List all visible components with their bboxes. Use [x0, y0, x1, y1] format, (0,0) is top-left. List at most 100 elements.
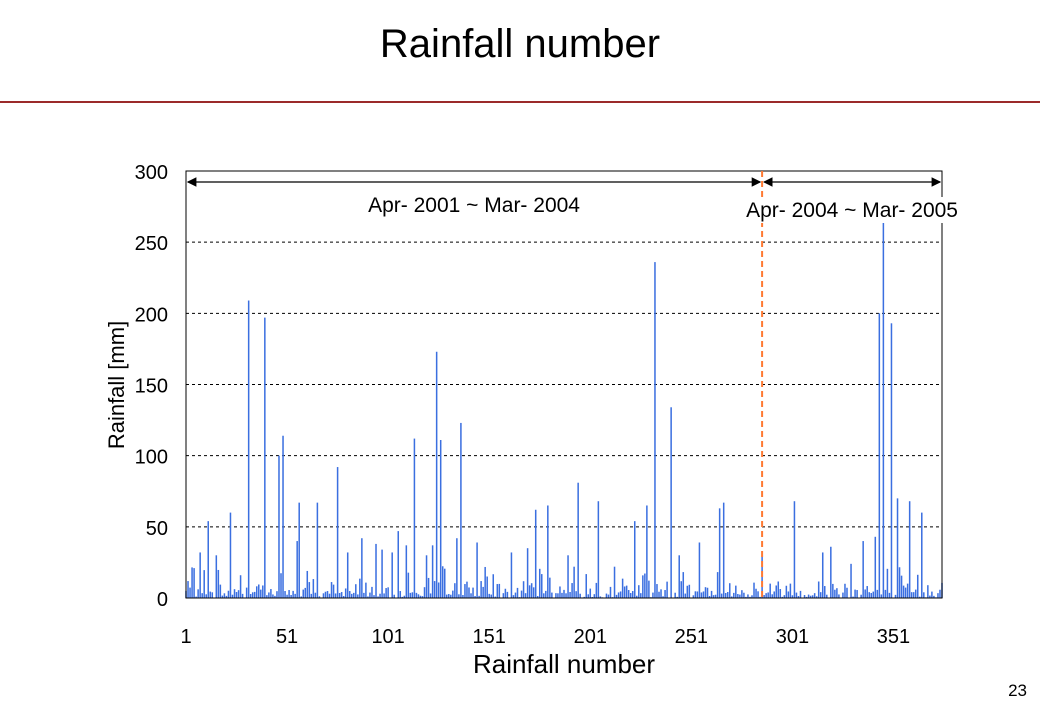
rainfall-bar [407, 572, 410, 598]
rainfall-bar [545, 590, 547, 598]
rainfall-bar [413, 438, 416, 598]
rainfall-bar [613, 566, 616, 598]
rainfall-bar [324, 591, 327, 598]
rainfall-bar [563, 589, 565, 598]
rainfall-bar [300, 596, 302, 598]
rainfall-bar [714, 594, 717, 598]
rainfall-bar [387, 587, 389, 598]
rainfall-bar [452, 590, 454, 598]
page-number: 23 [1008, 681, 1027, 700]
rainfall-bar [880, 594, 883, 598]
rainfall-bar [462, 595, 464, 598]
x-tick-label: 1 [180, 626, 191, 648]
rainfall-bar [874, 536, 877, 598]
rainfall-bar [921, 512, 923, 598]
rainfall-bar [316, 502, 319, 598]
rainfall-bar [791, 595, 794, 598]
rainfall-bar [658, 591, 660, 598]
rainfall-bar [680, 581, 682, 598]
rainfall-bar [726, 592, 729, 598]
rainfall-bar [731, 596, 733, 598]
rainfall-bar [280, 573, 282, 598]
rainfall-bar [733, 592, 735, 598]
annotation-background [734, 197, 971, 223]
rainfall-bar [292, 590, 294, 598]
rainfall-bar [551, 592, 553, 598]
rainfall-bar [197, 589, 199, 598]
rainfall-bar [763, 595, 765, 598]
overlay: Apr- 2001 ~ Mar- 2004 Apr- 2004 ~ Mar- 20… [186, 171, 971, 598]
rainfall-bar [692, 595, 695, 598]
rainfall-bar [868, 592, 870, 598]
rainfall-bar [278, 455, 280, 598]
rainfall-bar [326, 591, 329, 598]
rainfall-bar [710, 590, 713, 598]
rainfall-bar [870, 593, 873, 598]
rainfall-bar [272, 594, 274, 598]
rainfall-bar [745, 596, 747, 598]
rainfall-bar [385, 588, 387, 598]
rainfall-bar [377, 596, 379, 598]
rainfall-bar [864, 589, 866, 598]
rainfall-bar [409, 592, 412, 598]
rainfall-bar [439, 440, 442, 598]
rainfall-bar [819, 592, 822, 598]
rainfall-bar [751, 595, 753, 598]
rainfall-bar [811, 595, 814, 598]
rainfall-bar [470, 593, 472, 598]
rainfall-bar [842, 592, 844, 598]
rainfall-bar [648, 580, 650, 598]
rainfall-bar [824, 586, 826, 598]
rainfall-bar [793, 501, 796, 598]
rainfall-bar [569, 592, 571, 598]
rainfall-bar [830, 546, 832, 598]
rainfall-bar [886, 568, 889, 598]
rainfall-bar [227, 590, 230, 598]
rainfall-bar [375, 543, 377, 598]
rainfall-bar [373, 595, 375, 598]
rainfall-bar [346, 552, 349, 598]
y-axis-title: Rainfall [mm] [104, 321, 129, 449]
rainfall-bar [559, 586, 561, 598]
rainfall-bar [684, 593, 687, 598]
rainfall-bar [361, 538, 363, 598]
rainfall-bar [458, 594, 460, 598]
rainfall-bar [890, 323, 893, 598]
rainfall-bar [728, 583, 731, 598]
rainfall-bar [353, 592, 355, 598]
rainfall-bar [716, 572, 719, 598]
rainfall-bar [201, 593, 203, 598]
rainfall-bar [484, 566, 486, 598]
rainfall-bar [815, 596, 818, 598]
rainfall-bar [809, 595, 812, 598]
rainfall-bar [476, 542, 478, 598]
rainfall-bar [264, 317, 266, 598]
rainfall-bar [541, 574, 543, 598]
rainfall-bar [217, 569, 220, 598]
rainfall-bar [908, 501, 911, 598]
rainfall-bar [577, 482, 579, 598]
rainfall-bar [698, 542, 701, 598]
rainfall-bar [399, 591, 402, 598]
rainfall-bar [832, 583, 834, 598]
rainfall-bar [284, 591, 286, 598]
rainfall-bar [530, 583, 533, 598]
rainfall-bar [357, 594, 359, 598]
rainfall-bar [797, 596, 800, 598]
rainfall-bar [534, 509, 537, 598]
rainfall-bar [664, 590, 666, 598]
rainfall-bar [623, 586, 626, 598]
rainfall-bar [854, 589, 856, 598]
rainfall-bar [219, 584, 222, 598]
x-tick-label: 351 [877, 626, 910, 648]
rainfall-bar [270, 589, 272, 598]
rainfall-bar [306, 570, 309, 598]
rainfall-bar [856, 590, 858, 598]
rainfall-bar [393, 594, 395, 598]
rainfall-bar [914, 589, 917, 598]
rainfall-bar [294, 593, 296, 598]
rainfall-bar [826, 594, 828, 598]
rainfall-bar [371, 586, 373, 598]
rainfall-bar [231, 594, 234, 598]
rainfall-bar [276, 591, 278, 598]
